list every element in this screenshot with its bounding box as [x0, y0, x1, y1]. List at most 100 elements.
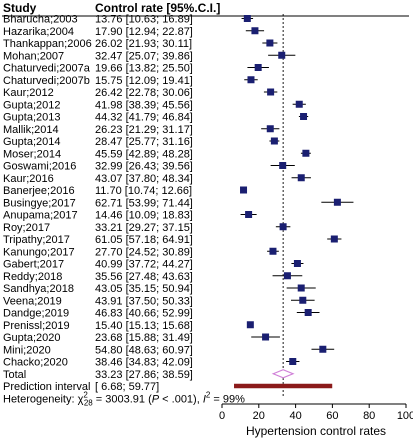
study-label: Chacko;2020: [3, 357, 68, 369]
study-square: [300, 113, 308, 120]
plot-marks: [234, 14, 354, 396]
study-label: Dandge;2019: [3, 308, 69, 320]
study-estimate: 26.23 [21.29; 31.17]: [95, 124, 193, 136]
study-estimate: 11.70 [10.74; 12.66]: [95, 185, 192, 197]
study-label: Kanungo;2017: [3, 246, 75, 258]
study-label: Kaur;2012: [3, 87, 54, 99]
study-square: [283, 272, 291, 280]
study-label: Reddy;2018: [3, 271, 62, 283]
study-label: Roy;2017: [3, 222, 50, 234]
study-estimate: 45.59 [42.89; 48.28]: [95, 148, 193, 160]
study-label: Gupta;2014: [3, 136, 61, 148]
study-square: [297, 174, 305, 182]
study-label: Mallik;2014: [3, 124, 59, 136]
study-label: Kaur;2016: [3, 173, 54, 185]
x-tick-label: 0: [219, 410, 225, 422]
study-square: [319, 345, 327, 353]
study-estimate: 41.98 [38.39; 45.56]: [95, 99, 193, 111]
study-estimate: 32.99 [26.43; 39.56]: [95, 161, 193, 173]
heterogeneity-prefix: Heterogeneity: χ: [3, 393, 84, 405]
study-square: [278, 51, 286, 59]
study-estimate: 62.71 [53.99; 71.44]: [95, 197, 193, 209]
header-study: Study: [3, 1, 37, 15]
study-label: Goswami;2016: [3, 161, 76, 173]
prediction-estimate: [ 6.68; 59.77]: [95, 381, 159, 393]
heterogeneity-p: P: [152, 393, 160, 405]
study-square: [269, 247, 277, 255]
study-square: [270, 137, 278, 145]
study-square: [262, 333, 270, 341]
study-square: [295, 100, 303, 108]
study-estimate: 43.91 [37.50; 50.33]: [95, 295, 193, 307]
x-tick-label: 80: [363, 410, 375, 422]
heterogeneity-body: = 3003.91 (: [93, 393, 152, 405]
study-estimate: 14.46 [10.09; 18.83]: [95, 210, 193, 222]
header-estimate: Control rate [95%.C.I.]: [95, 1, 220, 15]
study-estimate: 17.90 [12.94; 22.87]: [95, 26, 193, 38]
study-estimate: 15.75 [12.09; 19.41]: [95, 75, 193, 87]
study-square: [251, 27, 259, 35]
study-estimate: 26.02 [21.93; 30.11]: [95, 38, 192, 50]
study-label: Sandhya;2018: [3, 283, 74, 295]
study-label: Gabert;2017: [3, 259, 64, 271]
study-label: Moser;2014: [3, 148, 61, 160]
heterogeneity-text: Heterogeneity: χ2 28 = 3003.91 (P < .001)…: [3, 390, 245, 407]
study-square: [304, 309, 312, 316]
study-estimate: 32.47 [25.07; 39.86]: [95, 50, 193, 62]
study-square: [266, 125, 274, 133]
study-square: [254, 64, 262, 71]
study-estimate: 40.99 [37.72; 44.27]: [95, 259, 193, 271]
study-label: Bharucha;2003: [3, 14, 78, 26]
study-rows: Bharucha;2003 13.76 [10.63; 16.89] Hazarik…: [3, 14, 193, 394]
study-square: [240, 186, 248, 194]
study-estimate: 28.47 [25.77; 31.16]: [95, 136, 193, 148]
heterogeneity-sup: 2: [83, 390, 88, 399]
x-tick-label: 60: [326, 410, 338, 422]
study-label: Mohan;2007: [3, 50, 64, 62]
heterogeneity-i-sup: 2: [206, 390, 211, 399]
study-estimate: 13.76 [10.63; 16.89]: [95, 14, 193, 26]
study-label: Prenissl;2019: [3, 320, 70, 332]
study-square: [245, 211, 253, 218]
x-tick-label: 100: [397, 410, 413, 422]
study-square: [267, 88, 275, 96]
heterogeneity-p-rest: < .001),: [159, 393, 203, 405]
study-estimate: 38.46 [34.83; 42.09]: [95, 357, 193, 369]
study-label: Busingye;2017: [3, 197, 76, 209]
study-estimate: 15.40 [15.13; 15.68]: [95, 320, 193, 332]
study-square: [293, 260, 301, 267]
study-square: [247, 76, 255, 84]
study-label: Chaturvedi;2007b: [3, 75, 90, 87]
study-label: Anupama;2017: [3, 210, 78, 222]
study-label: Thankappan;2006: [3, 38, 92, 50]
study-label: Veena;2019: [3, 295, 62, 307]
study-estimate: 27.70 [24.52; 30.89]: [95, 246, 193, 258]
study-estimate: 26.42 [22.78; 30.06]: [95, 87, 193, 99]
study-estimate: 44.32 [41.79; 46.84]: [95, 112, 193, 124]
study-square: [279, 162, 287, 169]
study-estimate: 61.05 [57.18; 64.91]: [95, 234, 193, 246]
study-label: Gupta;2012: [3, 99, 61, 111]
study-label: Gupta;2020: [3, 332, 61, 344]
study-label: Chaturvedi;2007a: [3, 63, 91, 75]
study-estimate: 43.07 [37.80; 48.34]: [95, 173, 193, 185]
study-square: [330, 235, 338, 243]
prediction-bar: [234, 383, 333, 389]
study-estimate: 54.80 [48.63; 60.97]: [95, 344, 193, 356]
study-square: [333, 198, 341, 206]
heterogeneity-i-rest: = 99%: [210, 393, 245, 405]
study-square: [266, 39, 274, 47]
study-label: Hazarika;2004: [3, 26, 74, 38]
study-square: [279, 223, 287, 231]
study-square: [243, 15, 251, 22]
total-estimate: 33.23 [27.86; 38.59]: [95, 369, 193, 381]
study-label: Gupta;2013: [3, 112, 61, 124]
x-axis: 0 20 40 60 80 100: [219, 403, 413, 422]
study-estimate: 43.05 [35.15; 50.94]: [95, 283, 193, 295]
study-estimate: 19.66 [13.82; 25.50]: [95, 63, 193, 75]
study-label: Banerjee;2016: [3, 185, 75, 197]
study-estimate: 46.83 [40.66; 52.99]: [95, 308, 193, 320]
study-label: Mini;2020: [3, 344, 51, 356]
study-estimate: 35.56 [27.48; 43.63]: [95, 271, 193, 283]
